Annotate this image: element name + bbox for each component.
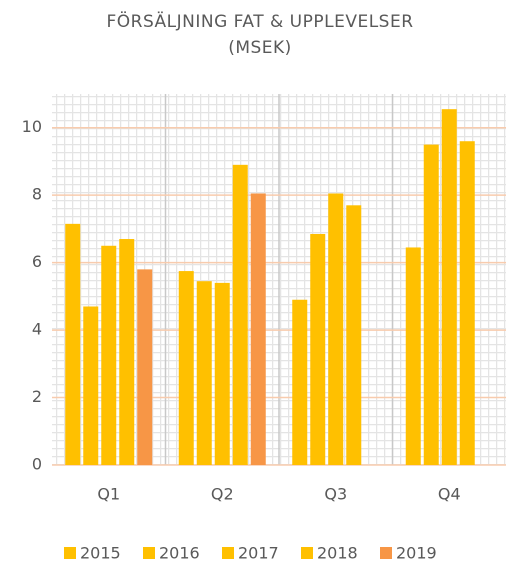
bar: [214, 282, 230, 465]
legend-swatch: [222, 547, 234, 559]
bar: [83, 306, 99, 465]
bar: [119, 239, 135, 465]
y-tick-label: 8: [32, 185, 42, 204]
y-tick-label: 10: [22, 117, 42, 136]
x-tick-label: Q3: [324, 485, 347, 504]
chart-title: (MSEK): [228, 38, 292, 58]
legend-swatch: [380, 547, 392, 559]
bar: [310, 233, 326, 465]
bar: [137, 269, 153, 465]
legend-swatch: [143, 547, 155, 559]
bar: [65, 223, 81, 465]
bar: [405, 247, 421, 465]
bar: [101, 245, 117, 465]
y-tick-label: 2: [32, 387, 42, 406]
x-tick-label: Q4: [438, 485, 461, 504]
legend-label: 2015: [80, 544, 121, 563]
legend-swatch: [301, 547, 313, 559]
legend-label: 2016: [159, 544, 200, 563]
bar: [232, 164, 248, 465]
bar: [196, 281, 212, 465]
bar: [292, 299, 308, 465]
bar: [346, 205, 362, 466]
bar: [423, 144, 439, 465]
bar: [250, 193, 266, 465]
bar: [441, 109, 457, 465]
bar: [328, 193, 344, 465]
y-tick-label: 0: [32, 455, 42, 474]
x-tick-label: Q1: [97, 485, 120, 504]
chart-title: FÖRSÄLJNING FAT & UPPLEVELSER: [106, 10, 413, 32]
legend-swatch: [64, 547, 76, 559]
legend-label: 2018: [317, 544, 358, 563]
bar: [459, 141, 475, 465]
legend-label: 2017: [238, 544, 279, 563]
y-tick-label: 6: [32, 252, 42, 271]
x-tick-label: Q2: [211, 485, 234, 504]
y-tick-label: 4: [32, 320, 42, 339]
legend-label: 2019: [396, 544, 437, 563]
bar: [178, 271, 194, 465]
